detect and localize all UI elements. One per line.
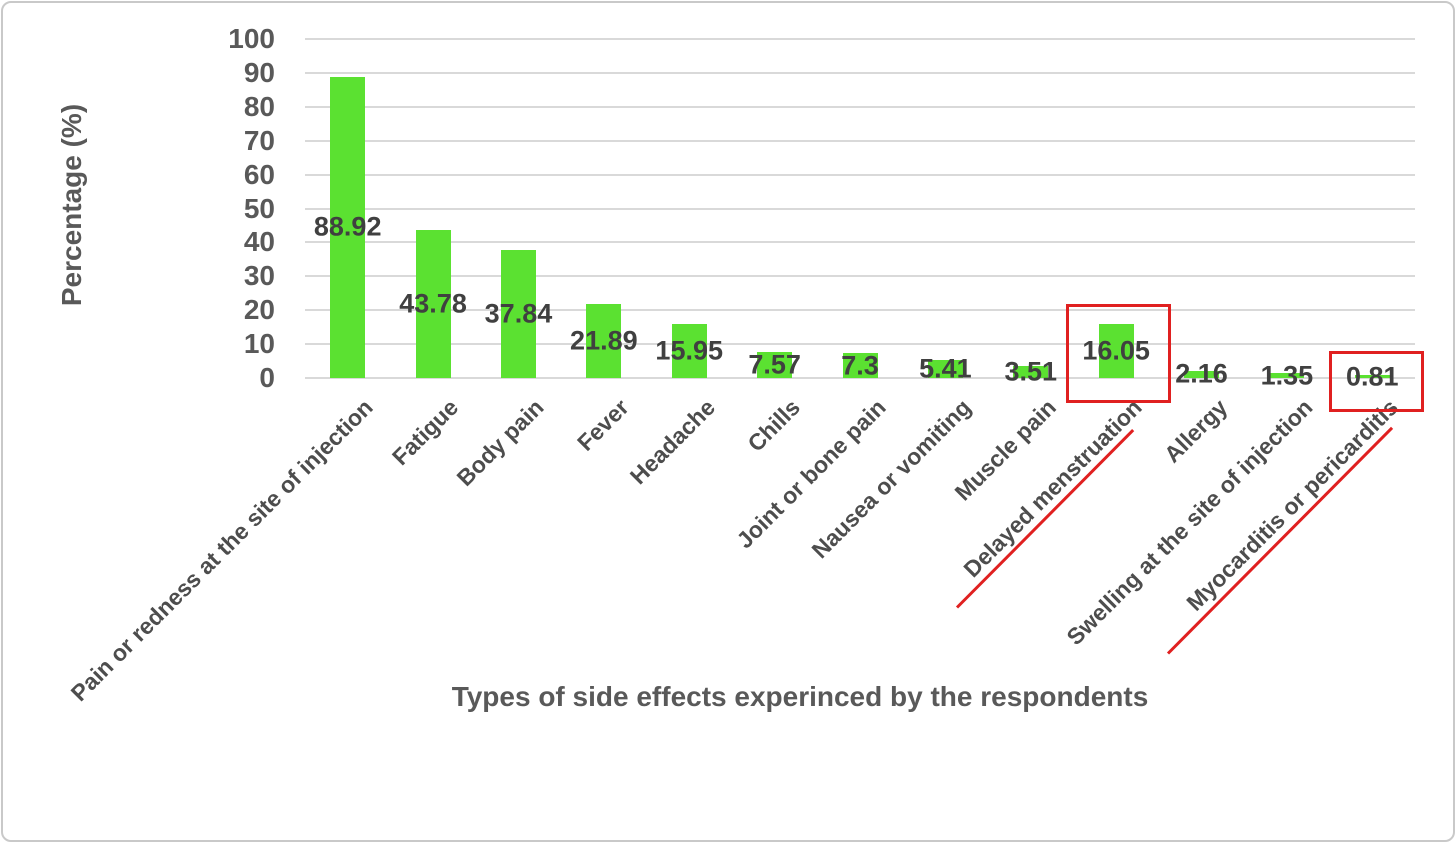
bar-value-label: 43.78 <box>399 288 467 319</box>
bar-value-label: 0.81 <box>1346 361 1399 392</box>
y-tick-label: 20 <box>243 294 275 326</box>
y-tick-label: 10 <box>243 328 275 360</box>
y-tick-label: 30 <box>243 260 275 292</box>
bar-value-label: 37.84 <box>484 298 553 329</box>
bar-value-label: 15.95 <box>655 335 724 366</box>
highlight-box <box>1066 304 1171 403</box>
y-tick-label: 60 <box>243 158 275 190</box>
bar <box>927 359 963 378</box>
gridline-10 <box>305 343 1415 346</box>
bar <box>1184 370 1220 378</box>
bar <box>500 249 536 378</box>
highlight-box <box>1329 351 1424 412</box>
category-label: Chills <box>742 394 806 457</box>
bar <box>1098 323 1134 378</box>
y-tick-label: 80 <box>243 90 275 122</box>
x-axis-title: Types of side effects experinced by the … <box>451 681 1149 712</box>
bar-value-label: 16.05 <box>1082 335 1150 366</box>
bar <box>330 76 366 378</box>
gridline-50 <box>305 207 1415 210</box>
bar <box>757 352 793 378</box>
gridline-70 <box>305 139 1415 142</box>
gridline-20 <box>305 309 1415 312</box>
category-label: Headache <box>624 394 720 490</box>
category-label: Fatigue <box>387 394 464 471</box>
y-tick-label: 0 <box>259 362 275 393</box>
y-tick-label: 90 <box>243 56 275 88</box>
bar-value-label: 88.92 <box>313 211 382 242</box>
gridline-90 <box>305 71 1415 74</box>
bar <box>586 303 622 378</box>
gridline-30 <box>305 275 1415 278</box>
highlight-underline <box>1166 426 1394 655</box>
category-label: Allergy <box>1158 394 1232 468</box>
bar <box>1354 375 1390 378</box>
bar <box>671 323 707 378</box>
bar-value-label: 2.16 <box>1175 358 1228 389</box>
y-axis-title: Percentage (%) <box>56 103 87 307</box>
category-label: Pain or redness at the site of injection <box>65 394 379 707</box>
bar-value-label: 1.35 <box>1260 360 1314 391</box>
bar-value-label: 3.51 <box>1004 356 1058 387</box>
gridline-60 <box>305 173 1415 176</box>
bar-value-label: 7.57 <box>748 349 801 380</box>
y-tick-label: 100 <box>228 23 275 54</box>
bar-value-label: 21.89 <box>570 325 638 356</box>
gridline-0 <box>305 377 1415 379</box>
gridline-80 <box>305 105 1415 108</box>
bar <box>1269 373 1305 378</box>
bar-value-label: 5.41 <box>919 353 972 384</box>
y-tick-label: 40 <box>243 226 275 258</box>
bar <box>1013 366 1049 378</box>
bar <box>842 353 878 378</box>
category-label: Nausea or vomiting <box>806 394 976 564</box>
bar <box>415 229 451 378</box>
category-label: Body pain <box>451 394 549 491</box>
category-label: Delayed menstruation <box>958 394 1147 583</box>
bar-value-label: 7.3 <box>841 350 879 381</box>
category-label: Joint or bone pain <box>731 394 891 554</box>
y-tick-label: 70 <box>243 124 275 156</box>
gridline-100 <box>305 38 1415 40</box>
gridline-40 <box>305 241 1415 244</box>
y-tick-label: 50 <box>243 192 275 224</box>
category-label: Fever <box>572 394 635 456</box>
